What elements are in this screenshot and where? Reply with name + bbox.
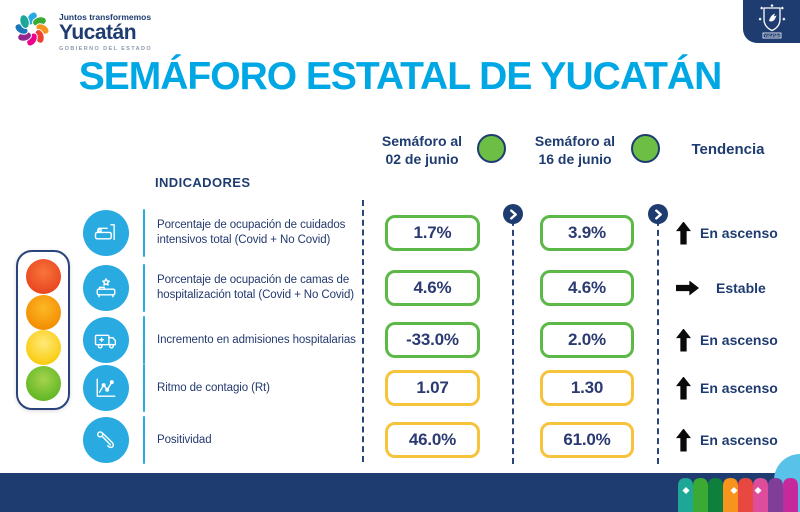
- logo-brand-name: Yucatán: [59, 21, 137, 44]
- trend-label: En ascenso: [700, 432, 778, 448]
- traffic-light-yellow-lamp: [25, 330, 61, 366]
- indicator-row: Incremento en admisiones hospitalarias -…: [0, 312, 800, 368]
- logo-subtitle: GOBIERNO DEL ESTADO: [59, 46, 153, 53]
- column-header-02-junio: Semáforo al 02 de junio: [372, 133, 472, 168]
- row-divider: [143, 209, 145, 257]
- traffic-light-orange-lamp: [25, 294, 61, 330]
- value-box-02-junio: 1.07: [385, 370, 480, 406]
- rt-chart-icon: [83, 365, 129, 411]
- indicator-row: Positividad 46.0% 61.0% En ascenso: [0, 412, 800, 468]
- trend-label: En ascenso: [700, 225, 778, 241]
- indicator-row: Porcentaje de ocupación de camas de hosp…: [0, 260, 800, 316]
- icu-bed-icon: [83, 210, 129, 256]
- swab-icon: [83, 417, 129, 463]
- shield-icon: YUCATÁN: [758, 3, 785, 38]
- row-divider: [143, 416, 145, 464]
- value-box-16-junio: 4.6%: [540, 270, 634, 306]
- government-logo: Juntos transformemos Yucatán GOBIERNO DE…: [12, 9, 152, 52]
- trend-cell: En ascenso: [676, 205, 798, 261]
- state-crest: YUCATÁN: [743, 0, 800, 43]
- indicator-row: Ritmo de contagio (Rt) 1.07 1.30 En asce…: [0, 360, 800, 416]
- value-box-16-junio: 2.0%: [540, 322, 634, 358]
- value-box-16-junio: 3.9%: [540, 215, 634, 251]
- trend-cell: En ascenso: [676, 360, 798, 416]
- status-circle-16-junio: [631, 134, 660, 163]
- logo-tagline: Juntos transformemos: [59, 12, 152, 22]
- trend-label: En ascenso: [700, 380, 778, 396]
- dashed-divider-2: [512, 210, 514, 464]
- trend-cell: En ascenso: [676, 412, 798, 468]
- trend-label: En ascenso: [700, 332, 778, 348]
- decorative-mosaic: [670, 454, 800, 512]
- dashed-divider-1: [362, 200, 364, 462]
- indicator-label: Porcentaje de ocupación de camas de hosp…: [157, 274, 355, 301]
- hospital-bed-icon: [83, 265, 129, 311]
- value-box-16-junio: 61.0%: [540, 422, 634, 458]
- traffic-light: [16, 250, 70, 410]
- col1-line2: 02 de junio: [385, 150, 459, 167]
- dashed-divider-3: [657, 210, 659, 464]
- col2-line2: 16 de junio: [538, 150, 612, 167]
- traffic-light-red-lamp: [25, 259, 61, 294]
- indicator-label: Ritmo de contagio (Rt): [157, 381, 270, 394]
- column-header-16-junio: Semáforo al 16 de junio: [525, 133, 625, 168]
- trend-up-arrow-icon: [676, 428, 691, 452]
- trend-up-arrow-icon: [676, 328, 691, 352]
- yucatan-emblem-icon: [14, 11, 50, 47]
- chevron-right-icon: [648, 204, 668, 224]
- trend-up-arrow-icon: [676, 376, 691, 400]
- row-divider: [143, 364, 145, 412]
- col2-line1: Semáforo al: [534, 133, 616, 149]
- indicator-row: Porcentaje de ocupación de cuidados inte…: [0, 205, 800, 261]
- value-box-02-junio: -33.0%: [385, 322, 480, 358]
- traffic-light-green-lamp: [25, 365, 61, 401]
- status-circle-02-junio: [477, 134, 506, 163]
- page-title: SEMÁFORO ESTATAL DE YUCATÁN: [78, 55, 723, 98]
- trend-cell: En ascenso: [676, 312, 798, 368]
- value-box-02-junio: 1.7%: [385, 215, 480, 251]
- col1-line1: Semáforo al: [381, 133, 463, 149]
- trend-up-arrow-icon: [676, 221, 691, 245]
- trend-label: Estable: [716, 280, 766, 296]
- trend-column-header: Tendencia: [691, 141, 765, 158]
- value-box-02-junio: 4.6%: [385, 270, 480, 306]
- row-divider: [143, 264, 145, 312]
- indicator-label: Incremento en admisiones hospitalarias: [157, 333, 356, 346]
- row-divider: [143, 316, 145, 364]
- indicator-label: Positividad: [157, 433, 212, 446]
- trend-right-arrow-icon: [676, 280, 699, 296]
- indicator-label: Porcentaje de ocupación de cuidados inte…: [157, 219, 346, 246]
- footer-bar: [0, 473, 800, 512]
- trend-cell: Estable: [676, 260, 798, 316]
- value-box-16-junio: 1.30: [540, 370, 634, 406]
- indicators-header: INDICADORES: [155, 175, 251, 190]
- ambulance-icon: [83, 317, 129, 363]
- crest-label: YUCATÁN: [764, 33, 780, 37]
- value-box-02-junio: 46.0%: [385, 422, 480, 458]
- chevron-right-icon: [503, 204, 523, 224]
